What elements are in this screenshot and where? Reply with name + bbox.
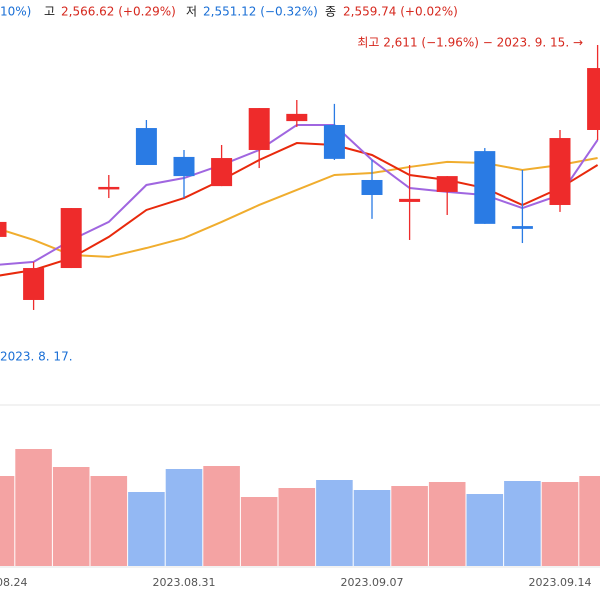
volume-bar	[353, 490, 391, 566]
candle-body	[361, 179, 383, 195]
x-tick-label: 2023.09.14	[529, 576, 592, 589]
volume-bar	[428, 482, 466, 566]
volume-bar	[203, 466, 240, 566]
candle-body	[0, 221, 7, 237]
candle-body	[135, 128, 157, 165]
volume-bar	[391, 486, 428, 566]
candle-body	[474, 151, 496, 224]
x-tick-label: 2023.08.31	[153, 576, 216, 589]
candle-body	[436, 176, 458, 192]
header-label: 고	[44, 5, 55, 19]
candle-body	[286, 113, 308, 122]
moving-average-line	[0, 123, 599, 266]
volume-bar	[278, 488, 316, 566]
volume-bar	[541, 482, 579, 566]
candle-body	[211, 158, 233, 187]
volume-bar	[466, 494, 504, 566]
moving-average-line	[0, 157, 598, 258]
candle-body	[23, 268, 45, 300]
high-annotation: 최고 2,611 (−1.96%) − 2023. 9. 15. →	[357, 36, 583, 50]
header-label: 저	[186, 5, 197, 19]
candle-body	[399, 198, 421, 202]
candle-body	[587, 68, 600, 130]
header-label: 종	[325, 5, 336, 19]
volume-bar	[504, 481, 541, 566]
candle-body	[98, 186, 120, 190]
header-value: 2,551.12 (−0.32%)	[203, 5, 318, 19]
volume-bar	[579, 476, 600, 566]
volume-bar	[90, 476, 128, 566]
x-tick-label: 2023.08.24	[0, 576, 27, 589]
candle-body	[248, 108, 270, 150]
volume-bar	[0, 476, 15, 566]
low-annotation: 2023. 8. 17.	[0, 350, 73, 364]
volume-bar	[15, 449, 52, 566]
volume-bar	[316, 480, 353, 566]
header-value: 2,559.74 (+0.02%)	[343, 5, 458, 19]
moving-average-line	[0, 142, 599, 277]
header-value: 2,566.62 (+0.29%)	[61, 5, 176, 19]
candle-body	[511, 226, 533, 229]
volume-bar	[52, 467, 90, 566]
header-value: 10%)	[0, 5, 31, 19]
candle-body	[60, 208, 82, 269]
volume-bar	[240, 497, 278, 566]
candle-body	[323, 124, 345, 159]
volume-bar	[128, 492, 165, 566]
candle-body	[549, 138, 571, 205]
candle-body	[173, 156, 195, 177]
x-tick-label: 2023.09.07	[341, 576, 404, 589]
volume-bar	[165, 469, 203, 566]
